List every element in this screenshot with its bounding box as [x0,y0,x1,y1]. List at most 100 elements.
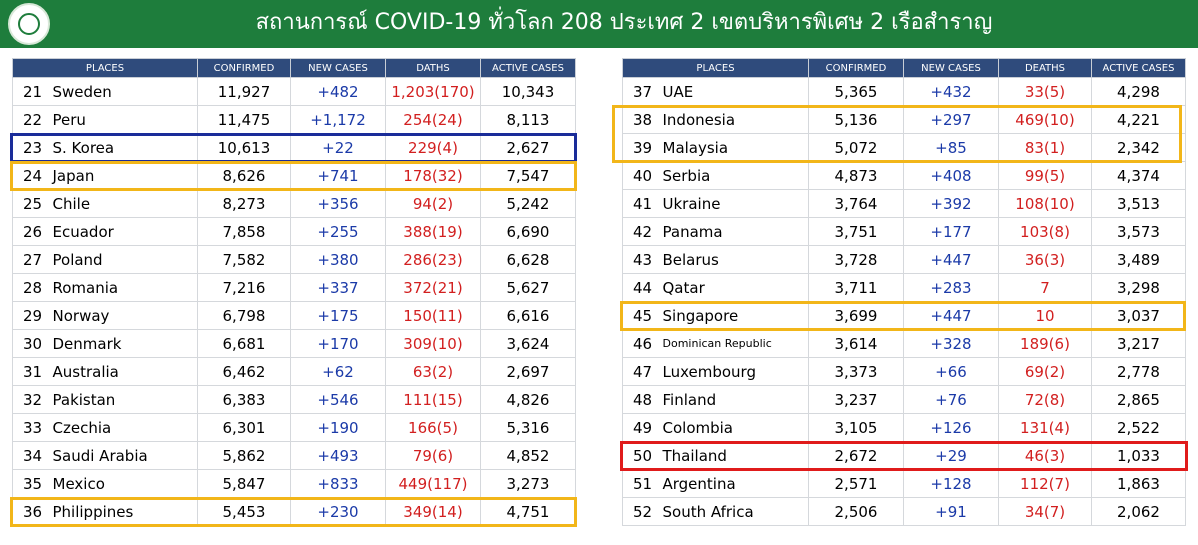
confirmed: 2,571 [808,469,904,498]
rank: 45 [622,301,661,330]
rank: 37 [622,77,661,106]
confirmed: 11,927 [197,77,291,106]
new-cases: +255 [290,217,386,246]
row: 25 Chile 8,273 +356 94(2) 5,242 [12,189,576,218]
new-cases: +283 [903,273,999,302]
deaths: 229(4) [385,133,481,162]
row: 21 Sweden 11,927 +482 1,203(170) 10,343 [12,77,576,106]
row: 28 Romania 7,216 +337 372(21) 5,627 [12,273,576,302]
rank: 21 [12,77,51,106]
confirmed: 11,475 [197,105,291,134]
rank: 52 [622,497,661,526]
deaths: 111(15) [385,385,481,414]
logo [8,3,50,45]
place: Panama [660,217,809,246]
row: 30 Denmark 6,681 +170 309(10) 3,624 [12,329,576,358]
active-cases: 2,865 [1091,385,1186,414]
rank: 35 [12,469,51,498]
confirmed: 5,862 [197,441,291,470]
rank: 26 [12,217,51,246]
place: Chile [50,189,198,218]
rank: 44 [622,273,661,302]
deaths: 449(117) [385,469,481,498]
deaths: 36(3) [998,245,1092,274]
row: 39 Malaysia 5,072 +85 83(1) 2,342 [622,133,1186,162]
deaths: 372(21) [385,273,481,302]
rank: 51 [622,469,661,498]
place: Luxembourg [660,357,809,386]
new-cases: +392 [903,189,999,218]
row: 52 South Africa 2,506 +91 34(7) 2,062 [622,497,1186,526]
place: Romania [50,273,198,302]
place: Singapore [660,301,809,330]
confirmed: 3,711 [808,273,904,302]
new-cases: +408 [903,161,999,190]
place: Malaysia [660,133,809,162]
new-cases: +493 [290,441,386,470]
new-cases: +66 [903,357,999,386]
active-cases: 4,852 [480,441,576,470]
rank: 25 [12,189,51,218]
active-cases: 1,863 [1091,469,1186,498]
new-cases: +380 [290,245,386,274]
deaths: 7 [998,273,1092,302]
deaths: 34(7) [998,497,1092,526]
table: PLACES CONFIRMED NEW CASES DATHS ACTIVE CASE… [12,58,576,526]
place: Czechia [50,413,198,442]
new-cases: +546 [290,385,386,414]
row: 47 Luxembourg 3,373 +66 69(2) 2,778 [622,357,1186,386]
new-cases: +1,172 [290,105,386,134]
header-bar: สถานการณ์ COVID-19 ทั่วโลก 208 ประเทศ 2 … [0,0,1198,48]
confirmed: 6,301 [197,413,291,442]
rank: 30 [12,329,51,358]
deaths: 72(8) [998,385,1092,414]
column-header: DEATHS [998,58,1092,78]
confirmed: 3,728 [808,245,904,274]
active-cases: 2,778 [1091,357,1186,386]
column-header: NEW CASES [290,58,386,78]
deaths: 10 [998,301,1092,330]
place: Australia [50,357,198,386]
deaths: 309(10) [385,329,481,358]
rank: 29 [12,301,51,330]
deaths: 166(5) [385,413,481,442]
rank: 38 [622,105,661,134]
new-cases: +62 [290,357,386,386]
rank: 23 [12,133,51,162]
new-cases: +177 [903,217,999,246]
column-header: DATHS [385,58,481,78]
column-header: CONFIRMED [197,58,291,78]
place: S. Korea [50,133,198,162]
active-cases: 3,513 [1091,189,1186,218]
row: 42 Panama 3,751 +177 103(8) 3,573 [622,217,1186,246]
confirmed: 4,873 [808,161,904,190]
active-cases: 3,624 [480,329,576,358]
new-cases: +76 [903,385,999,414]
column-header: PLACES [12,58,198,78]
active-cases: 2,522 [1091,413,1186,442]
highlight-box [10,497,577,527]
row: 43 Belarus 3,728 +447 36(3) 3,489 [622,245,1186,274]
rank: 47 [622,357,661,386]
rank: 43 [622,245,661,274]
confirmed: 5,847 [197,469,291,498]
rank: 39 [622,133,661,162]
confirmed: 3,764 [808,189,904,218]
active-cases: 3,273 [480,469,576,498]
place: Finland [660,385,809,414]
row: 48 Finland 3,237 +76 72(8) 2,865 [622,385,1186,414]
confirmed: 3,699 [808,301,904,330]
confirmed: 6,462 [197,357,291,386]
new-cases: +741 [290,161,386,190]
rank: 24 [12,161,51,190]
column-header: NEW CASES [903,58,999,78]
active-cases: 5,316 [480,413,576,442]
row: 40 Serbia 4,873 +408 99(5) 4,374 [622,161,1186,190]
confirmed: 3,105 [808,413,904,442]
deaths: 286(23) [385,245,481,274]
new-cases: +128 [903,469,999,498]
confirmed: 10,613 [197,133,291,162]
rank: 34 [12,441,51,470]
row: 27 Poland 7,582 +380 286(23) 6,628 [12,245,576,274]
